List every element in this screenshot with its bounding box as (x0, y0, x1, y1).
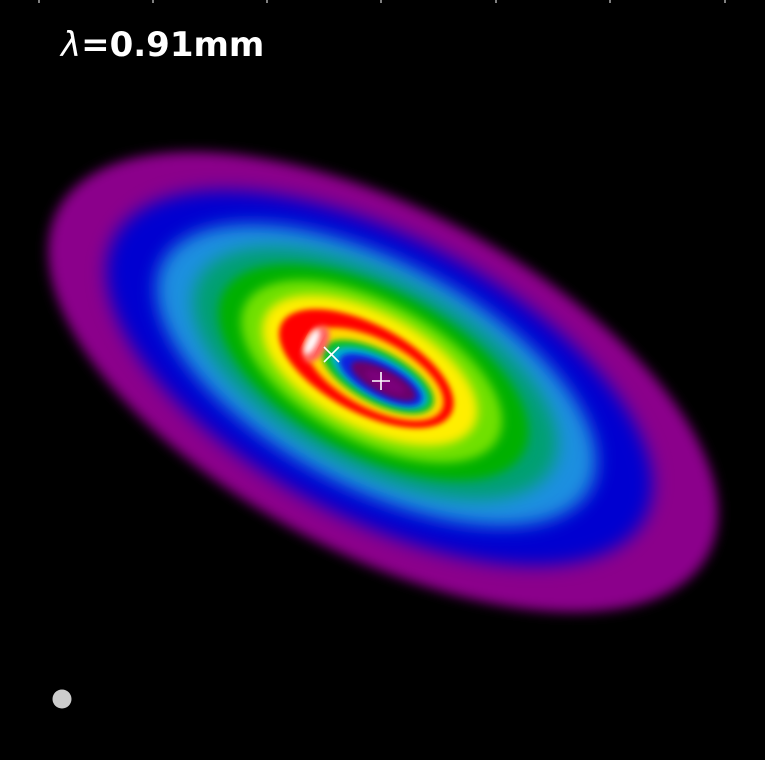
disk-cavity-core (365, 370, 405, 395)
disk-emission (48, 151, 718, 613)
wavelength-value: =0.91mm (81, 25, 265, 65)
beam-ellipse (52, 689, 72, 709)
center-marker (372, 372, 390, 390)
axis-ticks (38, 0, 726, 3)
lambda-symbol: λ (61, 25, 82, 65)
wavelength-label: λ=0.91mm (61, 28, 264, 62)
offset-marker (323, 346, 340, 363)
hotspot (302, 325, 330, 363)
